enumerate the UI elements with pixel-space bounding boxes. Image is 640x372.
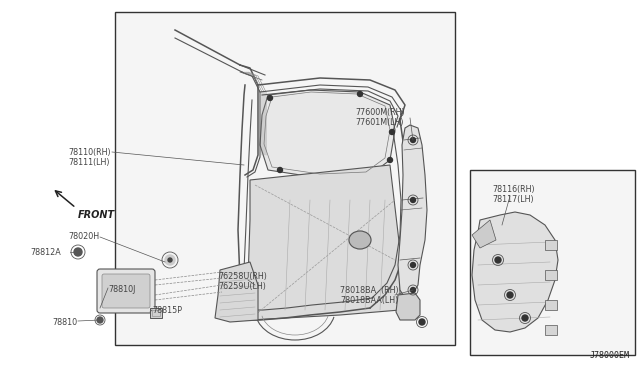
Text: 78815P: 78815P xyxy=(152,306,182,315)
FancyBboxPatch shape xyxy=(102,274,150,308)
Circle shape xyxy=(278,167,282,173)
Text: 77600M(RH): 77600M(RH) xyxy=(355,108,404,117)
Text: 78812A: 78812A xyxy=(30,248,61,257)
Bar xyxy=(545,325,557,335)
Text: J78000EM: J78000EM xyxy=(590,351,630,360)
Text: 78018BA  (RH): 78018BA (RH) xyxy=(340,286,399,295)
Polygon shape xyxy=(472,212,558,332)
Bar xyxy=(115,12,455,345)
Bar xyxy=(470,170,635,355)
Polygon shape xyxy=(472,220,496,248)
Text: 78111(LH): 78111(LH) xyxy=(68,158,109,167)
Circle shape xyxy=(358,92,362,96)
Text: 78018BAA(LH): 78018BAA(LH) xyxy=(340,296,398,305)
Circle shape xyxy=(507,292,513,298)
Text: FRONT: FRONT xyxy=(78,210,115,220)
Polygon shape xyxy=(396,293,420,320)
Text: 78020H: 78020H xyxy=(68,232,99,241)
Polygon shape xyxy=(398,125,427,298)
Bar xyxy=(152,310,160,316)
Text: 78110(RH): 78110(RH) xyxy=(68,148,111,157)
Bar xyxy=(150,308,162,318)
Circle shape xyxy=(168,258,172,262)
Circle shape xyxy=(268,96,273,100)
Circle shape xyxy=(387,157,392,163)
Text: 78116(RH): 78116(RH) xyxy=(492,185,534,194)
Text: 78810: 78810 xyxy=(52,318,77,327)
Circle shape xyxy=(419,319,425,325)
Text: 77601M(LH): 77601M(LH) xyxy=(355,118,403,127)
Polygon shape xyxy=(215,262,258,322)
Text: 78810J: 78810J xyxy=(108,285,136,294)
FancyBboxPatch shape xyxy=(97,269,155,313)
Circle shape xyxy=(522,315,528,321)
Bar xyxy=(545,300,557,310)
Circle shape xyxy=(74,248,82,256)
Circle shape xyxy=(410,198,415,202)
Circle shape xyxy=(97,317,103,323)
Circle shape xyxy=(410,288,415,292)
Circle shape xyxy=(390,129,394,135)
Circle shape xyxy=(495,257,501,263)
Text: 76258U(RH): 76258U(RH) xyxy=(218,272,267,281)
Circle shape xyxy=(410,138,415,142)
Circle shape xyxy=(165,255,175,265)
Text: 76259U(LH): 76259U(LH) xyxy=(218,282,266,291)
Bar xyxy=(545,240,557,250)
Polygon shape xyxy=(260,90,395,178)
Polygon shape xyxy=(248,165,400,320)
Ellipse shape xyxy=(349,231,371,249)
Circle shape xyxy=(410,263,415,267)
Bar xyxy=(545,270,557,280)
Text: 78117(LH): 78117(LH) xyxy=(492,195,534,204)
